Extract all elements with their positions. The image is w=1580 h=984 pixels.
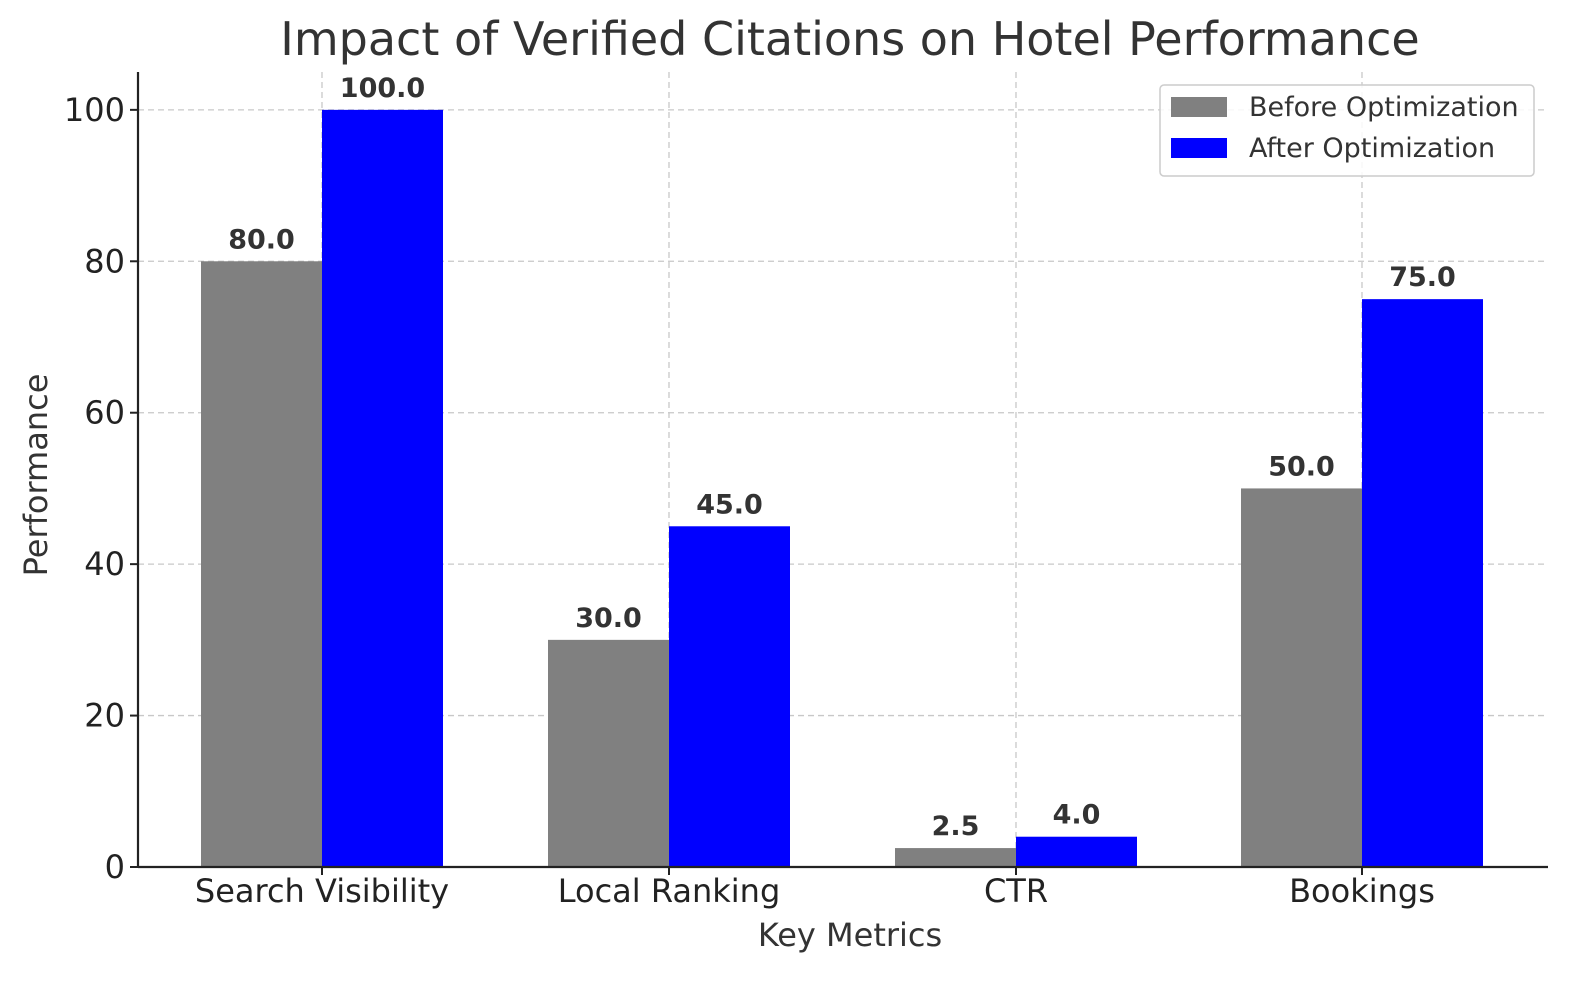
data-label: 75.0 xyxy=(1389,262,1456,293)
y-tick-label: 60 xyxy=(84,394,125,432)
bar-after-ctr xyxy=(1016,836,1137,867)
bar-after-local-ranking xyxy=(669,526,790,867)
y-tick-label: 20 xyxy=(84,697,125,735)
data-label: 50.0 xyxy=(1268,451,1335,482)
legend-swatch xyxy=(1171,138,1227,158)
bar-before-local-ranking xyxy=(548,639,669,867)
legend-swatch xyxy=(1171,97,1227,117)
legend-label: After Optimization xyxy=(1249,133,1495,164)
x-tick-label: Bookings xyxy=(1289,872,1435,910)
data-label: 80.0 xyxy=(228,224,295,255)
x-tick-label: CTR xyxy=(984,872,1048,910)
y-tick-label: 100 xyxy=(64,91,125,129)
x-tick-label: Search Visibility xyxy=(195,872,449,910)
bar-after-search-visibility xyxy=(322,109,443,868)
data-label: 100.0 xyxy=(340,73,425,104)
bars xyxy=(201,109,1483,868)
y-tick-label: 80 xyxy=(84,242,125,280)
bar-after-bookings xyxy=(1362,299,1483,868)
legend: Before Optimization After Optimization xyxy=(1159,84,1535,177)
data-labels: 80.0 30.0 2.5 50.0 100.0 45.0 4.0 75.0 xyxy=(228,73,1456,842)
y-axis-label: Performance xyxy=(17,374,55,577)
legend-box xyxy=(1159,84,1535,177)
chart-title: Impact of Verified Citations on Hotel Pe… xyxy=(280,12,1419,66)
data-label: 4.0 xyxy=(1053,800,1101,831)
bar-before-bookings xyxy=(1241,488,1362,867)
data-label: 30.0 xyxy=(575,603,642,634)
bar-before-search-visibility xyxy=(201,261,322,867)
x-axis-label: Key Metrics xyxy=(758,916,942,954)
bar-before-ctr xyxy=(895,848,1016,867)
x-tick-label: Local Ranking xyxy=(558,872,781,910)
legend-label: Before Optimization xyxy=(1249,92,1519,123)
y-tick-label: 0 xyxy=(105,848,125,886)
data-label: 2.5 xyxy=(932,811,980,842)
axes: 0 20 40 60 80 100 Search Visibility Local Ranki… xyxy=(64,72,1548,910)
y-tick-label: 40 xyxy=(84,545,125,583)
data-label: 45.0 xyxy=(696,489,763,520)
